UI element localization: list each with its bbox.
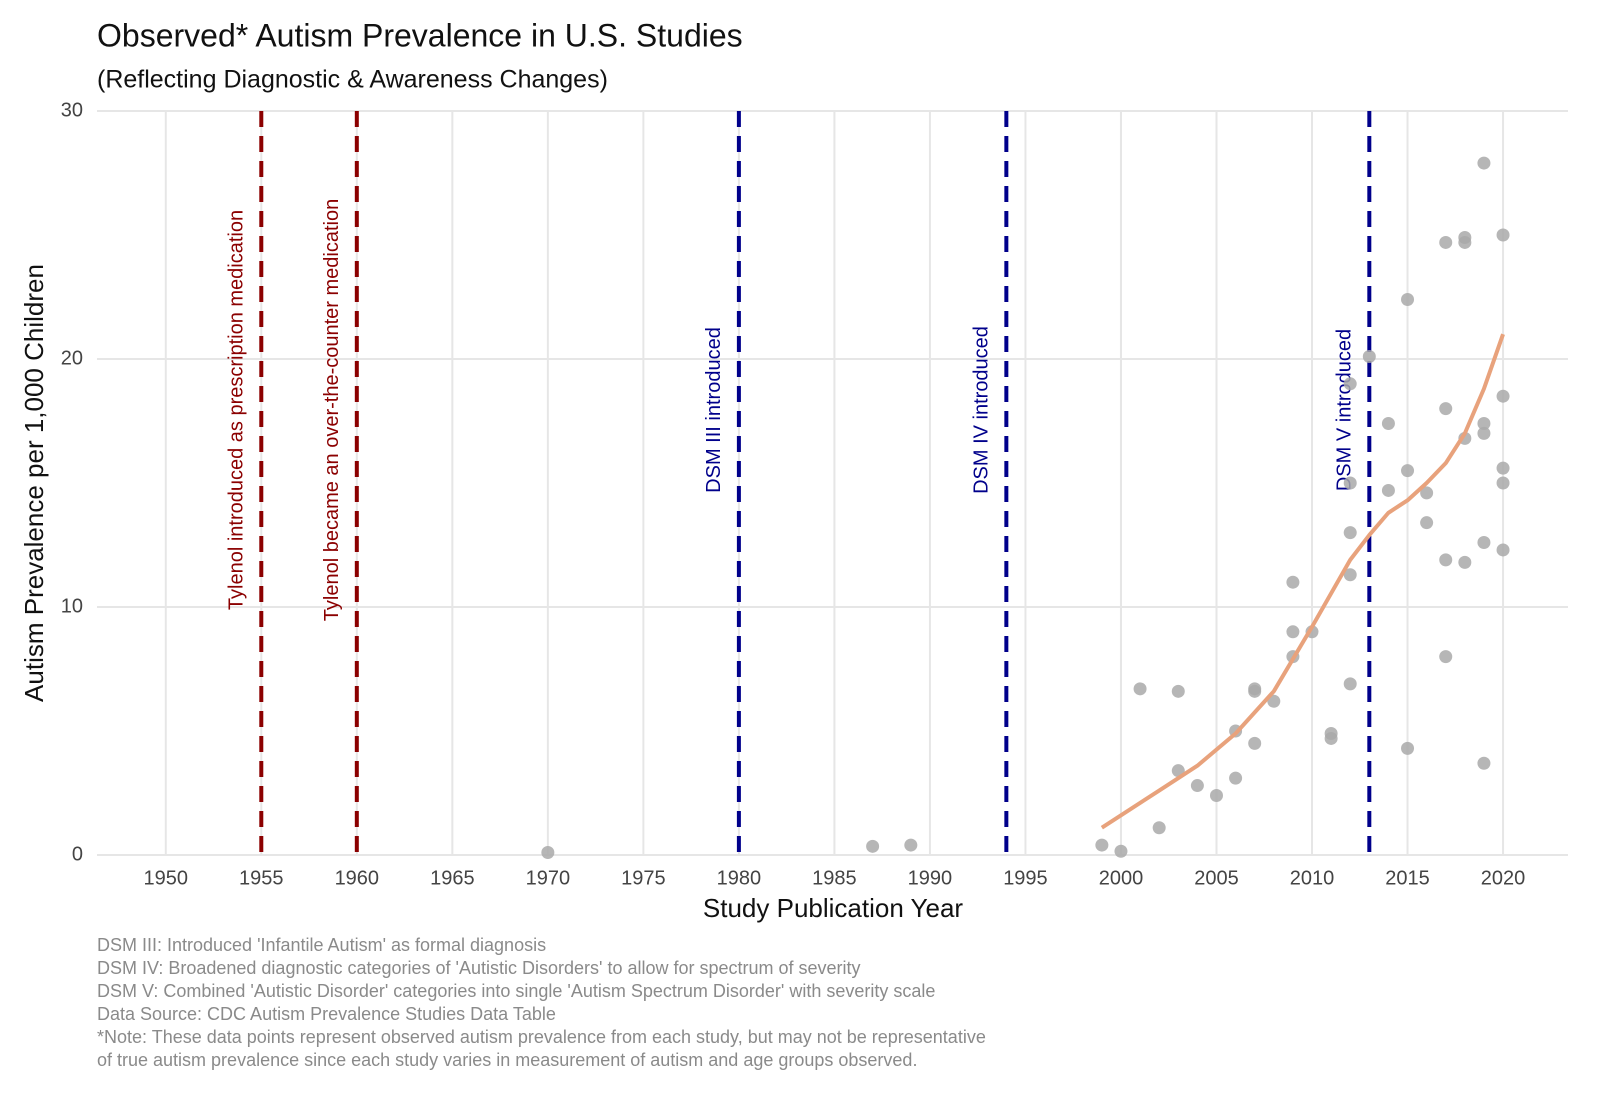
data-point <box>1401 741 1415 755</box>
data-point <box>1458 555 1472 569</box>
data-point <box>1095 838 1109 852</box>
data-point <box>1496 461 1510 475</box>
data-point <box>1477 426 1491 440</box>
data-point <box>1381 416 1395 430</box>
y-tick-label: 30 <box>61 99 83 121</box>
footnote: DSM III: Introduced 'Infantile Autism' a… <box>97 935 546 955</box>
x-tick-label: 1980 <box>717 867 762 889</box>
data-point <box>1458 235 1472 249</box>
footnote: DSM V: Combined 'Autistic Disorder' cate… <box>97 981 935 1001</box>
data-point <box>1477 756 1491 770</box>
data-point <box>1248 684 1262 698</box>
data-point <box>1286 575 1300 589</box>
x-axis-label: Study Publication Year <box>703 893 964 923</box>
reference-label: DSM III introduced <box>703 327 725 493</box>
data-point <box>1343 677 1357 691</box>
data-point <box>1420 516 1434 530</box>
x-tick-label: 1995 <box>1003 867 1048 889</box>
data-point <box>1439 402 1453 416</box>
data-point <box>1496 476 1510 490</box>
data-point <box>1439 650 1453 664</box>
chart-subtitle: (Reflecting Diagnostic & Awareness Chang… <box>97 66 608 94</box>
data-point <box>1248 736 1262 750</box>
reference-label: DSM V introduced <box>1334 329 1356 491</box>
data-point <box>1343 476 1357 490</box>
x-tick-label: 2020 <box>1481 867 1526 889</box>
x-tick-label: 1965 <box>430 867 475 889</box>
data-point <box>1401 464 1415 478</box>
data-point <box>1343 377 1357 391</box>
reference-label: Tylenol introduced as prescription medic… <box>226 210 248 610</box>
x-tick-label: 2015 <box>1385 867 1430 889</box>
x-tick-label: 1970 <box>526 867 571 889</box>
data-point <box>1267 694 1281 708</box>
reference-label: DSM IV introduced <box>971 326 993 494</box>
trend-line <box>1100 333 1505 830</box>
x-tick-label: 1955 <box>239 867 284 889</box>
data-point <box>1477 156 1491 170</box>
data-point <box>1439 235 1453 249</box>
data-point <box>1420 486 1434 500</box>
footnote: DSM IV: Broadened diagnostic categories … <box>97 958 861 978</box>
data-point <box>1152 821 1166 835</box>
y-tick-label: 10 <box>61 595 83 617</box>
data-point <box>1343 568 1357 582</box>
reference-label: Tylenol became an over-the-counter medic… <box>321 199 343 621</box>
data-point <box>1324 731 1338 745</box>
data-point <box>1496 543 1510 557</box>
data-point <box>866 839 880 853</box>
x-tick-label: 1960 <box>335 867 380 889</box>
y-tick-label: 0 <box>72 843 83 865</box>
data-point <box>1496 389 1510 403</box>
data-point <box>1171 684 1185 698</box>
data-point <box>1190 779 1204 793</box>
data-point <box>1229 771 1243 785</box>
data-point <box>541 846 555 860</box>
chart-title: Observed* Autism Prevalence in U.S. Stud… <box>97 17 743 53</box>
footnote: Data Source: CDC Autism Prevalence Studi… <box>97 1004 556 1024</box>
data-point <box>904 838 918 852</box>
data-point <box>1381 483 1395 497</box>
data-point <box>1477 536 1491 550</box>
data-point <box>1114 844 1128 858</box>
data-point <box>1343 526 1357 540</box>
y-axis-label: Autism Prevalence per 1,000 Children <box>19 264 49 702</box>
x-tick-label: 2005 <box>1194 867 1239 889</box>
x-tick-label: 2000 <box>1099 867 1144 889</box>
data-point <box>1133 682 1147 696</box>
data-point <box>1362 350 1376 364</box>
data-point <box>1496 228 1510 242</box>
x-tick-label: 1975 <box>621 867 666 889</box>
footnote: of true autism prevalence since each stu… <box>97 1050 917 1070</box>
data-point <box>1401 292 1415 306</box>
footnote: *Note: These data points represent obser… <box>97 1027 986 1047</box>
data-point <box>1286 625 1300 639</box>
x-tick-label: 1990 <box>908 867 953 889</box>
data-point <box>1439 553 1453 567</box>
x-tick-label: 2010 <box>1290 867 1335 889</box>
x-tick-label: 1985 <box>812 867 857 889</box>
data-point <box>1477 416 1491 430</box>
y-tick-label: 20 <box>61 347 83 369</box>
data-point <box>1209 788 1223 802</box>
x-tick-label: 1950 <box>144 867 189 889</box>
